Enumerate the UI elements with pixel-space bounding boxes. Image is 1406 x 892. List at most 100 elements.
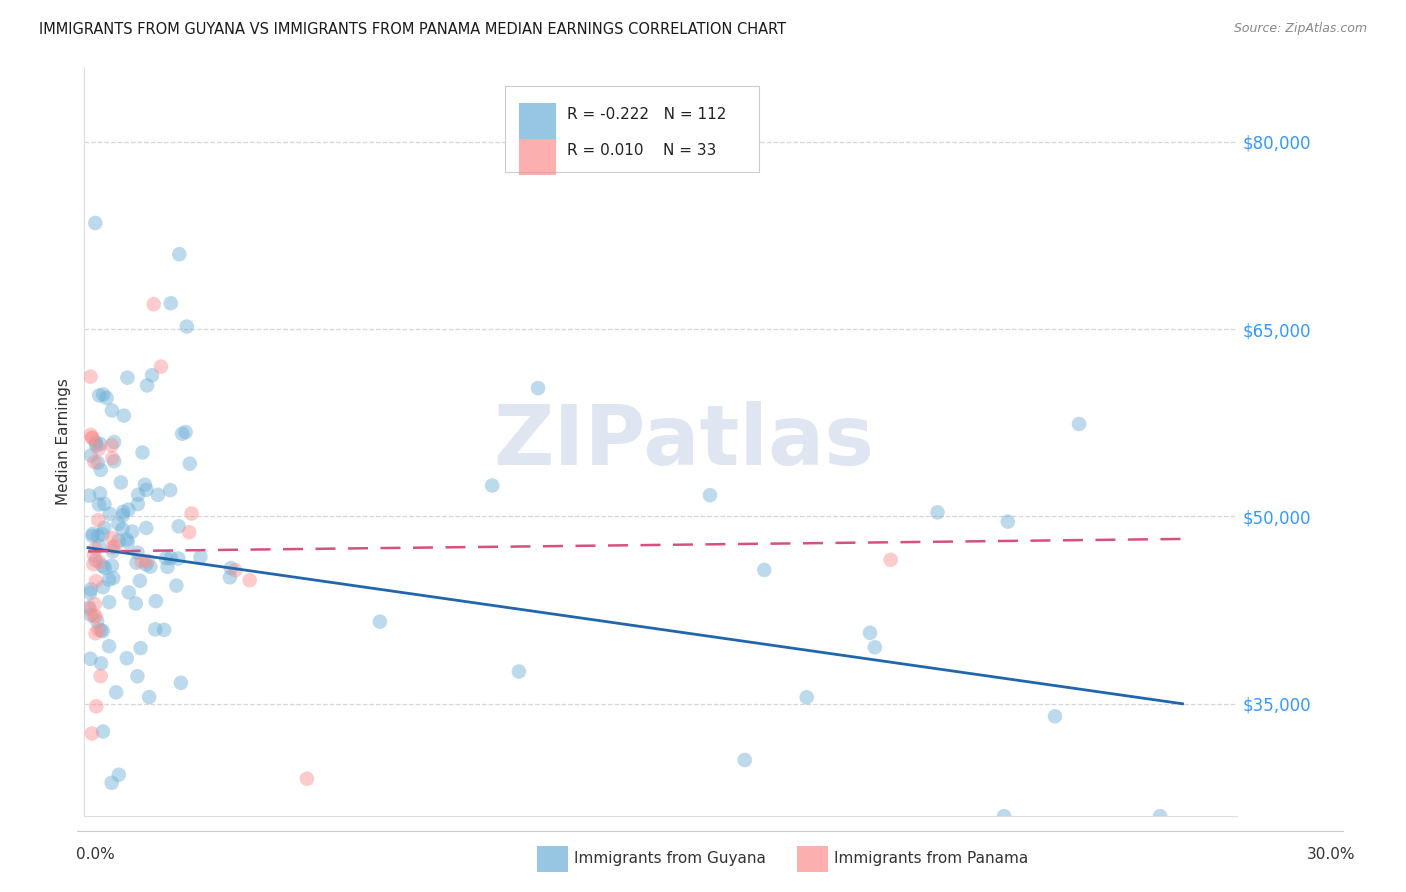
- Point: [82, 558, 104, 572]
- Point: [997, 515, 1019, 529]
- Point: [1043, 709, 1066, 723]
- Point: [117, 502, 139, 516]
- Point: [101, 544, 124, 558]
- Point: [101, 403, 124, 417]
- Point: [135, 521, 157, 535]
- Point: [165, 579, 187, 593]
- Point: [83, 455, 105, 469]
- Point: [87, 456, 110, 470]
- Point: [100, 438, 122, 452]
- Point: [90, 624, 112, 638]
- Point: [79, 652, 101, 666]
- Text: Immigrants from Guyana: Immigrants from Guyana: [574, 851, 765, 865]
- Point: [239, 574, 262, 588]
- Point: [295, 772, 318, 786]
- Point: [84, 435, 107, 450]
- Point: [86, 614, 108, 628]
- Point: [993, 809, 1015, 823]
- Point: [754, 563, 776, 577]
- Point: [879, 553, 901, 567]
- Point: [112, 409, 135, 423]
- Point: [108, 768, 131, 782]
- Point: [129, 574, 152, 588]
- Point: [93, 521, 115, 535]
- Point: [174, 425, 197, 439]
- Point: [127, 497, 149, 511]
- Point: [167, 551, 190, 566]
- Text: 0.0%: 0.0%: [76, 847, 115, 862]
- Point: [83, 597, 105, 611]
- Point: [118, 585, 141, 599]
- Point: [90, 463, 112, 477]
- Point: [143, 623, 166, 637]
- Point: [84, 216, 107, 230]
- Point: [115, 651, 138, 665]
- Point: [82, 431, 104, 445]
- Text: IMMIGRANTS FROM GUYANA VS IMMIGRANTS FROM PANAMA MEDIAN EARNINGS CORRELATION CHA: IMMIGRANTS FROM GUYANA VS IMMIGRANTS FRO…: [39, 22, 786, 37]
- Point: [115, 533, 138, 547]
- Point: [190, 549, 212, 564]
- Bar: [519, 139, 555, 175]
- Point: [80, 449, 103, 463]
- Point: [91, 624, 114, 639]
- Point: [84, 609, 107, 624]
- Point: [224, 563, 246, 577]
- Point: [104, 539, 127, 553]
- Point: [139, 559, 162, 574]
- Point: [927, 505, 949, 519]
- Point: [1067, 417, 1090, 431]
- Point: [84, 574, 107, 588]
- Point: [79, 369, 101, 384]
- Point: [89, 486, 111, 500]
- Point: [796, 690, 818, 705]
- Point: [167, 247, 190, 261]
- Text: Source: ZipAtlas.com: Source: ZipAtlas.com: [1233, 22, 1367, 36]
- Point: [90, 669, 112, 683]
- Point: [98, 595, 121, 609]
- Point: [527, 381, 550, 395]
- Point: [149, 359, 172, 374]
- Point: [219, 561, 242, 575]
- Point: [131, 554, 153, 568]
- Point: [87, 498, 110, 512]
- Point: [219, 570, 242, 584]
- Point: [508, 665, 530, 679]
- Point: [138, 690, 160, 704]
- Point: [131, 445, 153, 459]
- Point: [80, 428, 103, 442]
- Point: [136, 378, 159, 392]
- Point: [80, 608, 103, 623]
- Point: [90, 657, 112, 671]
- Point: [77, 602, 100, 616]
- Point: [82, 431, 104, 445]
- Point: [172, 426, 194, 441]
- Point: [159, 551, 181, 566]
- Text: R = 0.010    N = 33: R = 0.010 N = 33: [568, 143, 717, 158]
- Point: [129, 641, 152, 656]
- Point: [141, 368, 163, 383]
- Point: [84, 699, 107, 714]
- Point: [100, 776, 122, 790]
- Point: [91, 559, 114, 574]
- Point: [159, 483, 181, 497]
- Point: [103, 435, 125, 450]
- Point: [146, 488, 169, 502]
- Point: [117, 535, 139, 549]
- Text: ZIPatlas: ZIPatlas: [494, 401, 875, 482]
- Point: [98, 639, 121, 653]
- Point: [84, 626, 107, 640]
- Point: [96, 391, 118, 405]
- Text: Immigrants from Panama: Immigrants from Panama: [834, 851, 1028, 865]
- Point: [105, 685, 128, 699]
- Point: [734, 753, 756, 767]
- Point: [77, 600, 100, 615]
- Point: [84, 553, 107, 567]
- Point: [135, 558, 157, 572]
- Point: [107, 516, 129, 531]
- Point: [167, 519, 190, 533]
- Point: [103, 571, 125, 585]
- Point: [82, 529, 104, 543]
- Point: [97, 573, 120, 587]
- Point: [136, 554, 159, 568]
- Point: [94, 561, 117, 575]
